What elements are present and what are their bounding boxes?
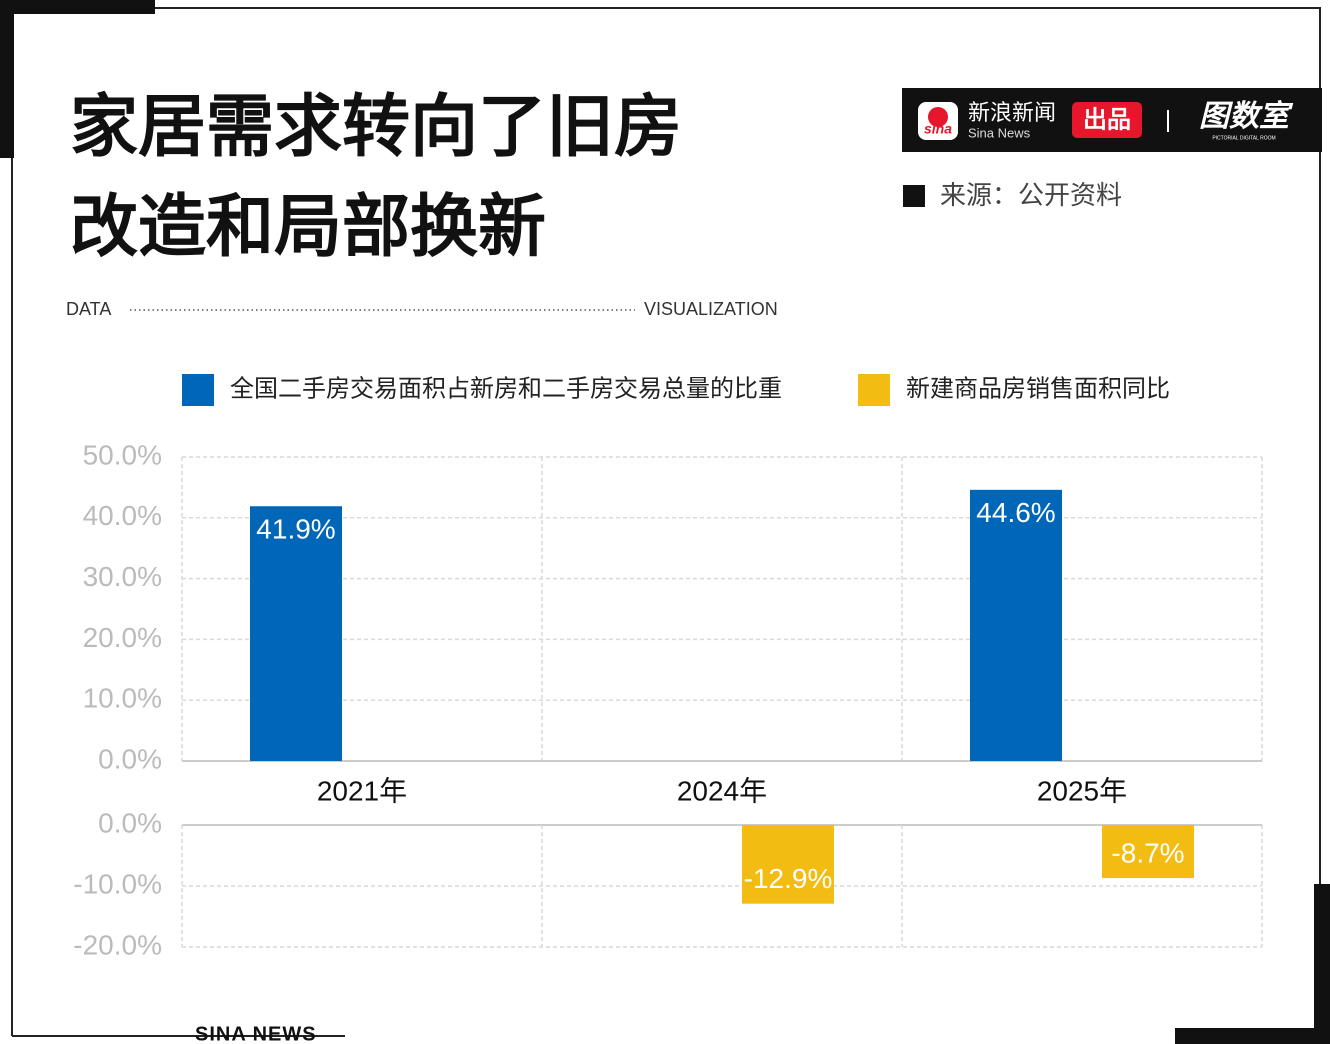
tag: VISUALIZATION: [644, 299, 778, 319]
legend-swatch: [858, 374, 890, 406]
tag: DATA: [66, 299, 111, 319]
value-label: -8.7%: [1111, 837, 1184, 868]
source: 来源：公开资料: [940, 180, 1122, 210]
studio-en: PICTORIAL DIGITAL ROOM: [1212, 135, 1275, 141]
footer: SINA NEWS: [195, 1023, 317, 1044]
brand-en: Sina News: [968, 125, 1031, 140]
y-tick-label: 50.0%: [83, 439, 162, 470]
title-line: 改造和局部换新: [70, 189, 546, 265]
bar: [970, 489, 1062, 761]
y-tick-label: 0.0%: [98, 743, 162, 774]
svg-text:sina: sina: [924, 121, 952, 137]
x-tick-label: 2021年: [317, 775, 407, 806]
value-label: -12.9%: [744, 863, 833, 894]
y-tick-label: 0.0%: [98, 807, 162, 838]
title-line: 家居需求转向了旧房: [70, 89, 682, 165]
produced: 出品: [1083, 106, 1131, 133]
y-tick-label: -10.0%: [73, 868, 162, 899]
y-tick-label: -20.0%: [73, 929, 162, 960]
value-label: 41.9%: [256, 514, 335, 545]
y-tick-label: 20.0%: [83, 622, 162, 653]
studio: 图数室: [1199, 99, 1294, 133]
legend-label: 全国二手房交易面积占新房和二手房交易总量的比重: [230, 375, 782, 402]
legend-label: 新建商品房销售面积同比: [906, 375, 1170, 402]
y-tick-label: 40.0%: [83, 500, 162, 531]
brand: 新浪新闻: [968, 100, 1056, 125]
bar: [742, 825, 834, 904]
bar: [1102, 825, 1194, 879]
x-tick-label: 2024年: [677, 775, 767, 806]
legend-swatch: [182, 374, 214, 406]
x-tick-label: 2025年: [1037, 775, 1127, 806]
y-tick-label: 30.0%: [83, 561, 162, 592]
bar: [250, 506, 342, 761]
value-label: 44.6%: [976, 497, 1055, 528]
logo-bar: sina 新浪新闻 Sina News 出品 图数室 PICTORIAL DIG…: [902, 88, 1322, 152]
y-tick-label: 10.0%: [83, 683, 162, 714]
source-marker: [903, 185, 925, 207]
